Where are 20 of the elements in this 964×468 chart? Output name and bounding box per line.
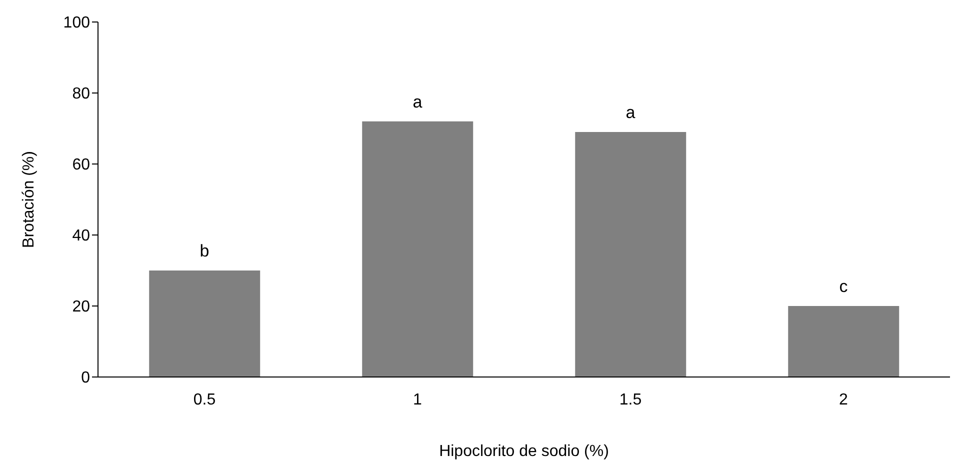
bar (788, 306, 900, 377)
x-tick-label: 1 (413, 391, 422, 408)
x-tick-label: 1.5 (619, 391, 642, 408)
y-axis-title: Brotación (%) (20, 151, 38, 248)
y-tick-label: 0 (81, 370, 90, 387)
annotation: b (200, 242, 210, 260)
bar (362, 121, 474, 377)
annotation: a (626, 103, 636, 122)
annotation: c (839, 277, 848, 296)
y-tick-label: 80 (72, 86, 90, 103)
annotation: a (412, 92, 423, 112)
y-tick-label: 40 (72, 228, 90, 245)
bar (149, 270, 260, 377)
y-tick-label: 60 (72, 156, 90, 174)
y-tick-label: 100 (63, 14, 90, 32)
x-tick-label: 0.5 (193, 391, 216, 408)
x-tick-label: 2 (839, 391, 848, 408)
x-axis-title: Hipoclorito de sodio (%) (439, 443, 609, 460)
y-tick-label: 20 (72, 298, 90, 316)
bar (575, 132, 686, 377)
